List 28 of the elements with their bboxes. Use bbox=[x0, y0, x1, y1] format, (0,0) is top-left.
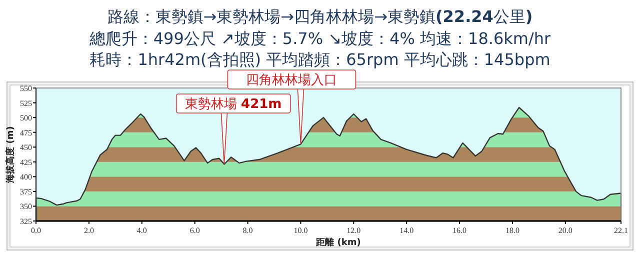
annotation: 四角林林場入口 bbox=[246, 73, 338, 88]
y-tick-label: 450 bbox=[20, 143, 32, 152]
x-tick-label: 8.0 bbox=[242, 226, 253, 235]
y-tick-label: 525 bbox=[20, 98, 32, 108]
annotation: 東勢林場 421m bbox=[184, 97, 282, 112]
x-tick-label: 6.0 bbox=[190, 226, 200, 235]
x-tick-label: 20.0 bbox=[558, 226, 572, 235]
x-tick-label: 14.0 bbox=[400, 226, 414, 235]
y-tick-label: 400 bbox=[20, 172, 32, 182]
y-tick-label: 550 bbox=[20, 84, 32, 93]
x-tick-label: 0.0 bbox=[31, 226, 41, 235]
x-tick-label: 2.0 bbox=[84, 226, 94, 235]
x-tick-label: 18.0 bbox=[505, 226, 520, 235]
x-tick-label: 12.0 bbox=[346, 226, 361, 235]
y-axis-title: 海拔高度 (m) bbox=[5, 126, 16, 184]
y-tick-label: 500 bbox=[20, 114, 32, 123]
chart-title: 路線：東勢鎮→東勢林場→四角林林場→東勢鎮(22.24公里) bbox=[107, 7, 533, 26]
chart-subtitle: 總爬升：499公尺 ↗坡度：5.7% ↘坡度：4% 均速：18.6km/hr 耗時：1hr42m(含拍照) 平均踏頻：65rpm 平均心跳：145bpm bbox=[88, 29, 552, 69]
y-tick-label: 325 bbox=[20, 217, 32, 226]
y-tick-label: 475 bbox=[20, 128, 32, 138]
y-tick-label: 350 bbox=[20, 202, 32, 212]
x-tick-label: 10.0 bbox=[294, 226, 308, 235]
x-tick-label: 4.0 bbox=[136, 226, 147, 235]
x-axis-title: 距離 (km) bbox=[315, 237, 361, 248]
x-tick-label: 22.1 bbox=[614, 226, 628, 235]
x-tick-label: 16.0 bbox=[452, 226, 467, 235]
y-tick-label: 375 bbox=[20, 187, 32, 196]
y-tick-label: 425 bbox=[20, 158, 32, 167]
